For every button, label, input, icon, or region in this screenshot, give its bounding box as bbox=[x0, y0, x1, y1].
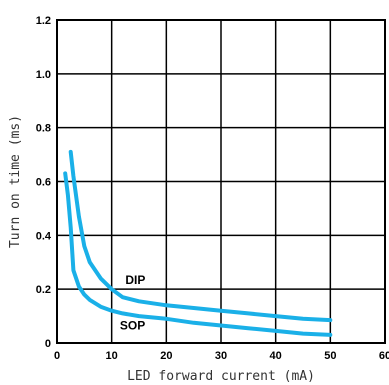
annotation-dip: DIP bbox=[125, 273, 145, 287]
series-line-sop bbox=[63, 171, 333, 337]
y-tick-label: 0.6 bbox=[36, 177, 51, 189]
y-axis-label: Turn on time (ms) bbox=[8, 115, 23, 248]
x-tick-label: 30 bbox=[215, 350, 227, 362]
y-tick-label: 0.8 bbox=[36, 123, 51, 135]
y-tick-label: 0.4 bbox=[36, 230, 52, 242]
annotations: DIP SOP bbox=[120, 273, 145, 333]
y-tick-label: 1.2 bbox=[36, 15, 51, 27]
x-tick-label: 0 bbox=[54, 350, 60, 362]
x-tick-label: 10 bbox=[106, 350, 118, 362]
x-tick-label: 60 bbox=[379, 350, 389, 362]
x-tick-label: 20 bbox=[160, 350, 172, 362]
y-tick-label: 0.2 bbox=[36, 284, 51, 296]
y-tick-label: 0 bbox=[45, 338, 51, 350]
grid bbox=[57, 20, 385, 343]
series-layer bbox=[63, 149, 333, 337]
x-tick-label: 50 bbox=[324, 350, 336, 362]
tick-labels: 0 10 20 30 40 50 60 0 0.2 0.4 0.6 0.8 1.0 1.2 bbox=[36, 15, 389, 362]
x-tick-label: 40 bbox=[270, 350, 282, 362]
series-line-dip bbox=[68, 149, 333, 323]
annotation-sop: SOP bbox=[120, 319, 145, 333]
plot-frame bbox=[56, 19, 386, 344]
x-axis-label: LED forward current (mA) bbox=[127, 369, 315, 384]
y-tick-label: 1.0 bbox=[36, 69, 51, 81]
